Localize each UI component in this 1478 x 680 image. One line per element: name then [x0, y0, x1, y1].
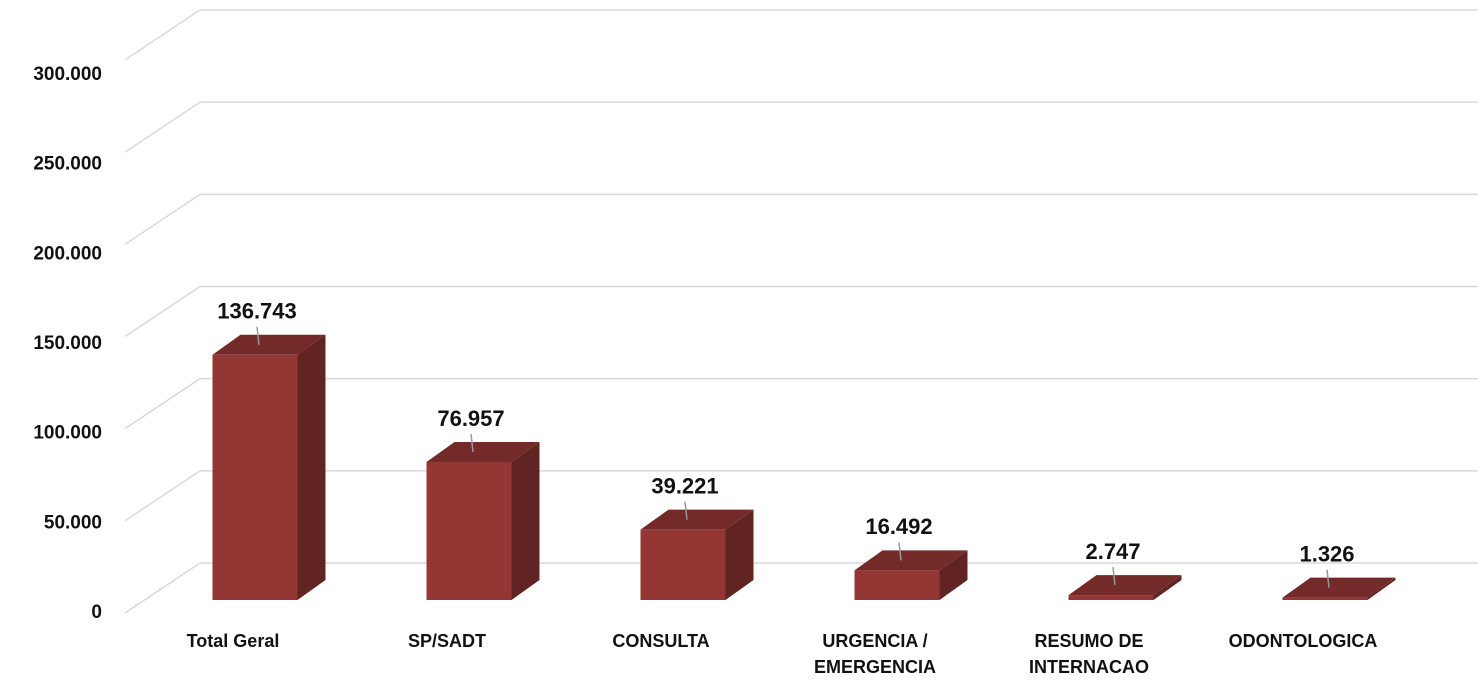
bar-side: [1153, 575, 1182, 600]
x-tick-label: ODONTOLOGICA: [1228, 631, 1378, 651]
leader-line: [470, 433, 474, 453]
data-label: 136.743: [217, 299, 297, 324]
bar: [212, 354, 298, 600]
bar-side: [725, 509, 754, 600]
y-tick-label: 0: [91, 602, 102, 623]
bar: [1068, 595, 1154, 600]
data-label: 1.326: [1299, 541, 1354, 566]
y-tick-label: 200.000: [33, 243, 102, 264]
bar-side: [297, 334, 326, 600]
bar-top: [1282, 577, 1396, 598]
grid-line-side: [124, 378, 201, 430]
bar: [640, 529, 726, 600]
data-label: 39.221: [651, 473, 718, 498]
bar: [1282, 597, 1368, 600]
data-label: 16.492: [865, 514, 932, 539]
grid-line-side: [124, 562, 201, 614]
grid-line-side: [124, 193, 201, 245]
bar-top: [854, 550, 968, 571]
x-tick-label: CONSULTA: [612, 631, 710, 651]
grid-line-side: [124, 101, 201, 153]
y-tick-label: 150.000: [33, 333, 102, 354]
bar: [426, 461, 512, 600]
leader-line: [1112, 566, 1116, 586]
x-tick-label: RESUMO DE INTERNACAO: [1029, 631, 1149, 677]
x-tick-label: Total Geral: [186, 631, 280, 651]
y-tick-label: 100.000: [33, 423, 102, 444]
x-tick-label: SP/SADT: [407, 631, 486, 651]
x-tick-label: URGENCIA / EMERGENCIA: [813, 631, 936, 677]
grid-line-side: [124, 285, 201, 338]
leader-line: [684, 501, 688, 520]
bar-side: [1367, 577, 1396, 600]
bar-top: [640, 509, 754, 530]
grid-line-side: [124, 470, 201, 522]
leader-line: [898, 542, 902, 561]
bar-side: [511, 441, 540, 600]
data-label: 2.747: [1085, 539, 1140, 564]
bar-top: [1068, 575, 1182, 596]
y-tick-label: 250.000: [33, 154, 102, 175]
leader-line: [1326, 569, 1330, 588]
y-tick-label: 50.000: [44, 512, 102, 533]
bar-top: [212, 334, 326, 355]
data-label: 76.957: [437, 406, 504, 431]
y-tick-label: 300.000: [33, 64, 102, 85]
bar-side: [939, 550, 968, 600]
grid-line-side: [124, 9, 201, 61]
leader-line: [256, 326, 260, 345]
bar-top: [426, 441, 540, 462]
bar: [854, 570, 940, 600]
